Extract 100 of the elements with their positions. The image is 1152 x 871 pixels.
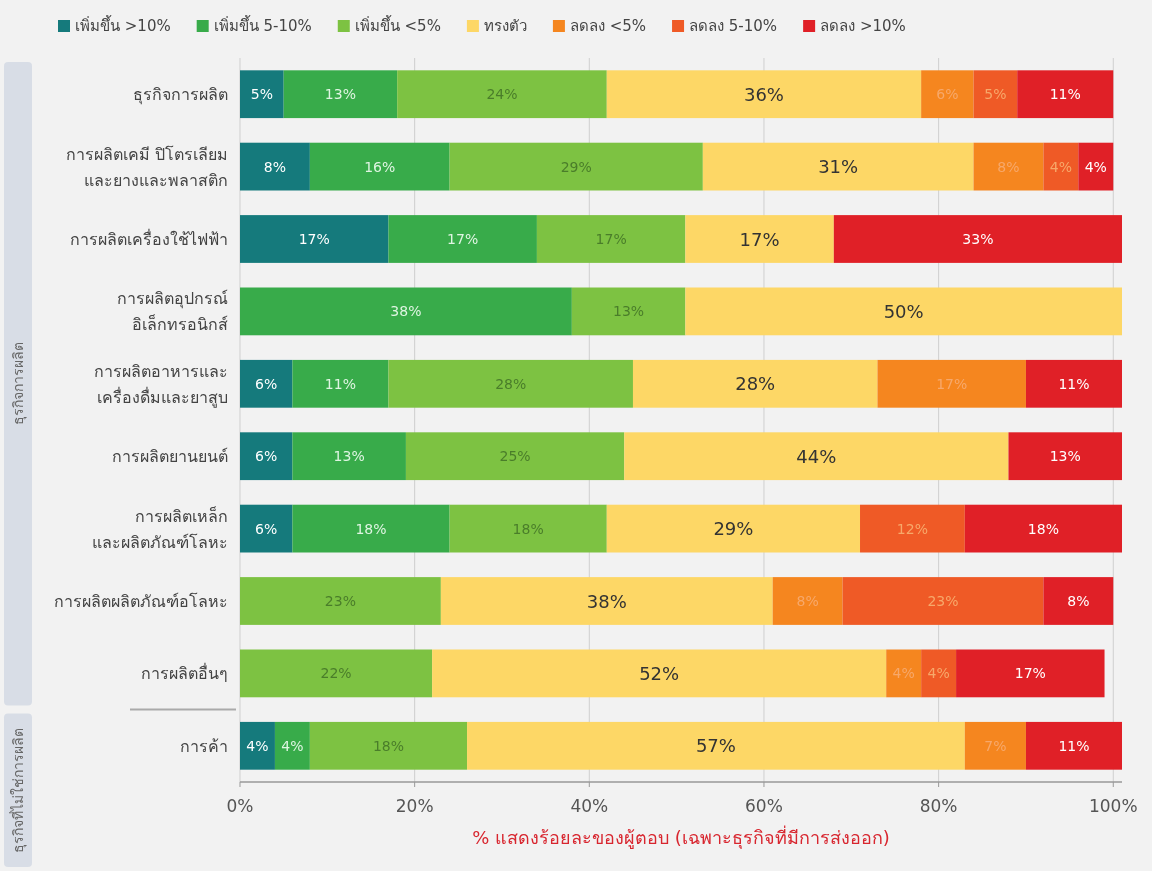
bar xyxy=(606,70,922,119)
bar xyxy=(685,287,1122,336)
bar xyxy=(632,359,878,408)
x-tick-label: 80% xyxy=(919,796,958,816)
bar xyxy=(1025,359,1122,408)
bar xyxy=(440,577,773,625)
data-label: 11% xyxy=(324,375,356,392)
bar xyxy=(973,142,1044,191)
data-label: 44% xyxy=(796,445,837,467)
data-label: 4% xyxy=(1049,158,1072,175)
x-tick-label: 100% xyxy=(1088,796,1138,816)
data-label: 7% xyxy=(984,737,1007,754)
data-label: 17% xyxy=(298,231,330,247)
legend-label: ลดลง 5-10% xyxy=(689,17,778,35)
data-label: 12% xyxy=(896,520,928,537)
data-label: 5% xyxy=(984,86,1007,103)
bar xyxy=(397,70,607,119)
bar xyxy=(1078,142,1114,191)
bar xyxy=(973,70,1018,119)
bar xyxy=(405,432,625,481)
x-axis-title: % แสดงร้อยละของผู้ตอบ (เฉพาะธุรกิจที่มีการส่งออก) xyxy=(472,825,890,849)
data-label: 13% xyxy=(333,448,365,465)
bar xyxy=(964,504,1122,553)
data-label: 4% xyxy=(927,665,950,682)
data-label: 11% xyxy=(1058,375,1090,392)
bar xyxy=(1043,142,1079,191)
data-label: 8% xyxy=(263,158,287,175)
data-label: 50% xyxy=(883,300,924,322)
bar xyxy=(702,142,974,191)
data-label: 13% xyxy=(324,86,356,103)
bar xyxy=(283,70,398,119)
data-label: 18% xyxy=(355,520,387,537)
data-label: 28% xyxy=(495,375,527,392)
y-tick-label: การผลิตเคมี ปิโตรเลียม และยางและพลาสติก xyxy=(65,144,228,190)
data-label: 17% xyxy=(936,375,968,392)
data-label: 17% xyxy=(1014,665,1046,682)
y-tick-label: การผลิตยานยนต์ xyxy=(112,446,228,466)
data-label: 33% xyxy=(962,231,994,247)
bar xyxy=(449,504,607,553)
x-tick-label: 0% xyxy=(226,796,254,816)
bar xyxy=(606,504,861,553)
bar xyxy=(240,577,441,625)
data-label: 24% xyxy=(486,86,518,103)
data-label: 6% xyxy=(255,448,278,465)
bar xyxy=(240,215,389,263)
data-label: 31% xyxy=(818,156,859,178)
bar xyxy=(240,142,310,191)
data-label: 17% xyxy=(447,231,479,247)
data-label: 8% xyxy=(997,158,1020,175)
bar xyxy=(388,359,633,408)
bar xyxy=(921,70,974,119)
legend-label: เพิ่มขึ้น <5% xyxy=(354,15,441,35)
legend-label: ลดลง <5% xyxy=(569,17,647,35)
bar xyxy=(240,287,572,336)
data-label: 38% xyxy=(586,590,627,612)
bar xyxy=(1017,70,1114,119)
data-label: 29% xyxy=(560,158,592,175)
bar xyxy=(292,504,450,553)
data-label: 23% xyxy=(927,593,959,609)
data-label: 8% xyxy=(796,593,819,609)
data-label: 11% xyxy=(1049,86,1081,103)
y-tick-label: การผลิตอื่นๆ xyxy=(141,661,228,683)
bar xyxy=(1043,577,1114,625)
bar xyxy=(240,359,293,408)
bar xyxy=(921,649,957,698)
bar xyxy=(685,215,834,263)
bar xyxy=(842,577,1044,625)
bar xyxy=(964,721,1026,770)
y-tick-label: การผลิตผลิตภัณฑ์อโลหะ xyxy=(54,591,228,611)
data-label: 13% xyxy=(613,303,645,320)
legend-label: ทรงตัว xyxy=(483,17,527,35)
data-label: 57% xyxy=(695,735,736,757)
bar xyxy=(886,649,922,698)
data-label: 6% xyxy=(255,375,278,392)
data-label: 11% xyxy=(1058,737,1090,754)
bar xyxy=(432,649,887,698)
data-label: 13% xyxy=(1049,448,1081,465)
bar xyxy=(624,432,1009,481)
y-tick-label: ธุรกิจการผลิต xyxy=(133,84,228,105)
bar xyxy=(833,215,1122,263)
data-label: 6% xyxy=(255,520,278,537)
bar xyxy=(240,70,284,119)
legend-label: เพิ่มขึ้น >10% xyxy=(75,15,171,35)
data-label: 28% xyxy=(735,373,776,395)
bar xyxy=(449,142,703,191)
text: ธุรกิจการผลิต xyxy=(10,342,27,426)
bar xyxy=(956,649,1105,698)
bar xyxy=(1008,432,1123,481)
bar xyxy=(536,215,686,263)
data-label: 29% xyxy=(713,518,754,540)
data-label: 23% xyxy=(324,593,356,609)
data-label: 6% xyxy=(936,86,959,103)
data-label: 38% xyxy=(390,303,422,320)
data-label: 16% xyxy=(364,158,396,175)
bar xyxy=(240,721,275,770)
data-label: 8% xyxy=(1067,593,1090,609)
data-label: 4% xyxy=(1084,158,1107,175)
y-tick-label: การผลิตอาหารและ เครื่องดื่มและยาสูบ xyxy=(94,361,228,408)
legend-label: ลดลง >10% xyxy=(820,17,906,35)
bar xyxy=(1025,721,1122,770)
